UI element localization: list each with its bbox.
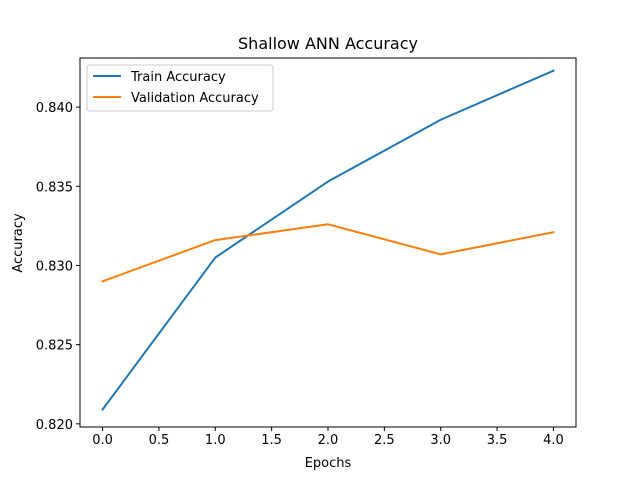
x-tick-label: 0.0 [92,433,113,448]
legend: Train Accuracy Validation Accuracy [86,64,274,112]
legend-validation-label: Validation Accuracy [131,91,259,106]
y-axis-ticks: 0.820 0.825 0.830 0.835 0.840 [36,101,80,433]
y-tick-label: 0.840 [36,101,73,116]
validation-accuracy-line [101,223,555,283]
x-axis-label: Epochs [305,456,352,471]
x-tick-label: 1.5 [261,433,282,448]
legend-box [86,64,274,112]
y-tick-label: 0.820 [36,418,73,433]
x-axis-ticks: 0.0 0.5 1.0 1.5 2.0 2.5 3.0 3.5 4.0 [92,427,564,448]
x-tick-label: 2.0 [318,433,339,448]
x-tick-label: 3.5 [487,433,508,448]
x-tick-label: 1.0 [205,433,226,448]
y-tick-label: 0.835 [36,180,73,195]
train-accuracy-line [101,69,555,411]
x-tick-label: 4.0 [543,433,564,448]
plot-lines [101,69,555,411]
plot-frame [79,57,577,428]
x-tick-label: 2.5 [374,433,395,448]
legend-train-label: Train Accuracy [130,70,226,85]
y-tick-label: 0.830 [36,259,73,274]
x-tick-label: 0.5 [149,433,170,448]
y-axis-label: Accuracy [11,213,26,273]
chart-title: Shallow ANN Accuracy [238,34,418,53]
x-tick-label: 3.0 [430,433,451,448]
y-tick-label: 0.825 [36,339,73,354]
